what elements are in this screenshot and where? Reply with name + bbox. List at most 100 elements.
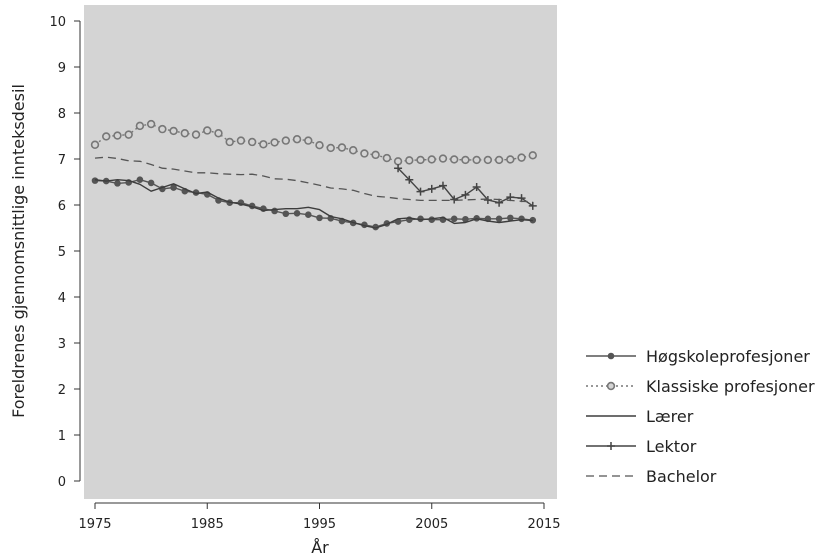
data-point: [337, 143, 347, 152]
x-tick-label: 1995: [303, 517, 336, 532]
data-point: [136, 176, 144, 183]
data-point: [180, 129, 190, 138]
plot-background: [84, 5, 557, 499]
data-point: [450, 215, 458, 223]
data-point: [158, 124, 167, 134]
axes: 0 1 2 3 4 5 6 7 8 9 10 1975 1985 1995 2005 2015: [49, 15, 560, 532]
series-layer: [90, 119, 537, 231]
data-point: [461, 155, 470, 165]
y-tick-label: 0: [58, 475, 66, 490]
data-point: [293, 209, 301, 217]
data-point: [472, 155, 481, 165]
legend-label: Lærer: [646, 407, 694, 426]
x-tick-label: 2005: [415, 517, 448, 532]
data-point: [316, 214, 323, 222]
data-point: [393, 157, 403, 166]
data-point: [259, 140, 268, 149]
data-point: [450, 195, 459, 204]
y-tick-label: 9: [58, 61, 66, 76]
y-ticks: 0 1 2 3 4 5 6 7 8 9 10: [49, 15, 80, 490]
data-point: [428, 216, 436, 224]
y-tick-label: 10: [49, 15, 66, 30]
data-point: [147, 179, 155, 187]
data-point: [247, 137, 257, 147]
data-point: [169, 126, 178, 136]
legend-item: Lektor: [586, 437, 697, 456]
data-point: [236, 136, 246, 145]
data-point: [518, 215, 525, 223]
data-point: [528, 201, 537, 210]
x-ticks: 1975 1985 1995 2005 2015: [78, 503, 561, 532]
legend-item: Lærer: [586, 407, 694, 426]
series-3: [394, 164, 537, 210]
legend-marker: [607, 442, 615, 450]
data-point: [427, 155, 436, 164]
data-point: [282, 210, 290, 218]
data-point: [405, 156, 414, 165]
y-tick-label: 3: [58, 337, 66, 352]
data-point: [507, 214, 514, 222]
data-point: [135, 121, 145, 131]
data-point: [382, 153, 392, 163]
series-line: [94, 179, 533, 229]
data-point: [416, 155, 425, 165]
y-axis-title: Foreldrenes gjennomsnittlige innteksdesi…: [9, 84, 28, 418]
data-point: [292, 135, 302, 144]
x-tick-label: 1975: [78, 517, 111, 532]
legend-item: Høgskoleprofesjoner: [586, 347, 810, 366]
data-point: [203, 126, 212, 135]
series-4: [94, 156, 533, 203]
data-point: [528, 151, 537, 160]
series-line: [94, 123, 533, 162]
data-point: [394, 164, 403, 173]
data-point: [124, 130, 133, 139]
data-point: [371, 150, 380, 160]
data-point: [114, 180, 121, 187]
data-point: [304, 136, 313, 145]
data-point: [416, 187, 425, 196]
y-tick-label: 6: [58, 199, 66, 214]
data-point: [494, 155, 504, 165]
y-tick-label: 7: [58, 153, 66, 168]
legend-item: Bachelor: [586, 467, 717, 486]
legend-marker: [606, 381, 616, 391]
legend-label: Høgskoleprofesjoner: [646, 347, 810, 366]
x-axis-title: År: [311, 538, 329, 557]
data-point: [191, 130, 201, 139]
data-point: [170, 184, 177, 191]
data-point: [483, 155, 493, 165]
data-point: [348, 146, 358, 155]
data-point: [427, 184, 436, 193]
data-point: [214, 129, 223, 138]
data-point: [483, 195, 492, 204]
data-point: [326, 143, 335, 153]
y-tick-label: 2: [58, 383, 66, 398]
data-point: [607, 352, 615, 360]
data-point: [360, 149, 369, 158]
data-point: [517, 153, 526, 162]
data-point: [146, 119, 156, 129]
series-line: [94, 179, 533, 228]
x-tick-label: 2015: [527, 517, 560, 532]
data-point: [607, 442, 615, 450]
data-point: [606, 381, 616, 391]
y-tick-label: 1: [58, 429, 66, 444]
data-point: [315, 141, 324, 150]
y-tick-label: 5: [58, 245, 66, 260]
data-point: [90, 140, 100, 149]
data-point: [270, 138, 279, 147]
y-tick-label: 8: [58, 107, 66, 122]
data-point: [506, 155, 515, 164]
data-point: [405, 175, 414, 184]
data-point: [495, 215, 503, 223]
data-point: [438, 181, 447, 190]
series-2: [94, 179, 533, 229]
data-point: [281, 136, 291, 145]
data-point: [438, 154, 448, 163]
data-point: [461, 190, 470, 199]
x-tick-label: 1985: [191, 517, 224, 532]
y-tick-label: 4: [58, 291, 66, 306]
legend-label: Klassiske profesjoner: [646, 377, 815, 396]
legend-label: Bachelor: [646, 467, 717, 486]
